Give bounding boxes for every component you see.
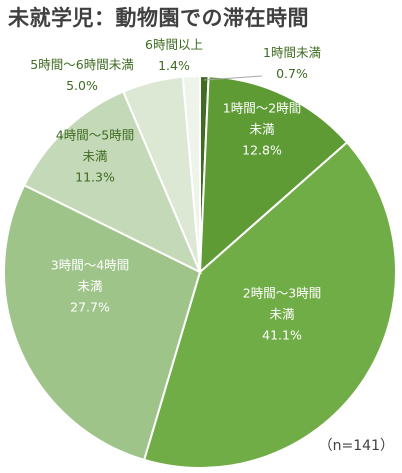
pie-slice bbox=[142, 140, 397, 469]
slice-value-label: 1.4% bbox=[158, 58, 190, 73]
chart-title: 未就学児：動物園での滞在時間 bbox=[8, 6, 309, 30]
leader-line bbox=[203, 75, 263, 81]
slice-value-label: 27.7% bbox=[70, 300, 110, 315]
pie-slice bbox=[3, 183, 202, 462]
slice-value-label: 0.7% bbox=[276, 66, 308, 81]
slice-value-label: 5.0% bbox=[66, 78, 98, 93]
slice-category-label: 2時間～3時間 bbox=[243, 286, 321, 301]
slice-category-label: 6時間以上 bbox=[145, 37, 203, 52]
slice-category-label: 4時間～5時間 bbox=[56, 128, 134, 143]
pie-slice bbox=[198, 75, 349, 275]
slice-category-label: 3時間～4時間 bbox=[51, 258, 129, 273]
slice-category-label: 5時間～6時間未満 bbox=[30, 57, 133, 72]
sample-size-note: （n=141） bbox=[318, 438, 394, 454]
slice-value-label: 41.1% bbox=[262, 328, 302, 343]
pie-slice bbox=[181, 74, 201, 273]
slice-category-label: 未満 bbox=[249, 122, 274, 137]
slice-value-label: 11.3% bbox=[75, 170, 115, 185]
slice-category-label: 未満 bbox=[82, 149, 107, 164]
slice-value-label: 12.8% bbox=[242, 143, 282, 158]
slice-category-label: 1時間未満 bbox=[263, 45, 321, 60]
slice-category-label: 未満 bbox=[77, 279, 102, 294]
pie-slice bbox=[22, 90, 202, 275]
slice-category-label: 未満 bbox=[269, 307, 294, 322]
slice-category-label: 1時間～2時間 bbox=[223, 101, 301, 116]
